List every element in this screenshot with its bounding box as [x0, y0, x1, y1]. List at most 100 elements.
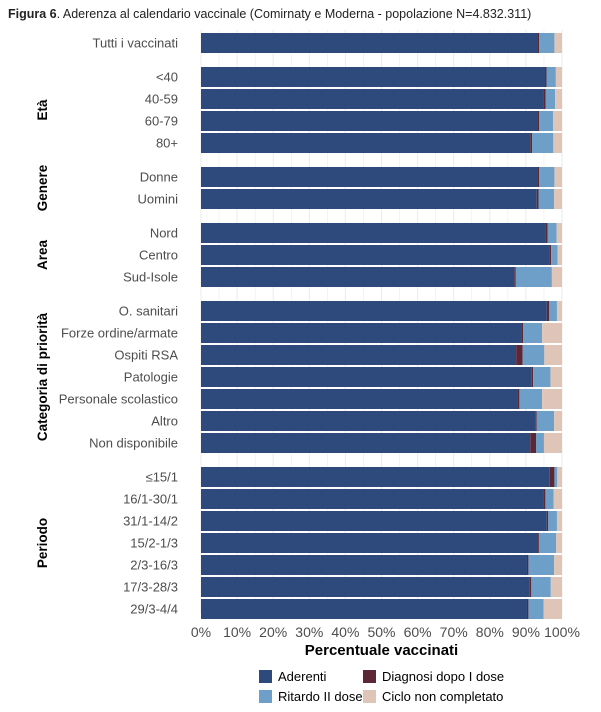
bar-o-sanitari-ciclo-non-completato — [556, 301, 562, 321]
row-label: 15/2-1/3 — [130, 536, 178, 551]
row-label: Forze ordine/armate — [61, 326, 178, 341]
bar-centro-diagnosi-dopo-i-dose — [549, 245, 552, 265]
row-label: Nord — [150, 226, 178, 241]
bar-15-2-1-3-diagnosi-dopo-i-dose — [537, 533, 539, 553]
bar-donne-ritardo-ii-dose — [539, 167, 555, 187]
x-tick-label: 90% — [512, 624, 540, 640]
bar-16-1-30-1-diagnosi-dopo-i-dose — [543, 489, 546, 509]
bar-personale-scolastico-diagnosi-dopo-i-dose — [517, 389, 520, 409]
figure-title: . Aderenza al calendario vaccinale (Comi… — [56, 7, 532, 21]
x-tick-label: 50% — [367, 624, 395, 640]
bar-29-3-4-4-diagnosi-dopo-i-dose — [526, 599, 529, 619]
row-label: 29/3-4/4 — [130, 602, 178, 617]
row-label: <40 — [156, 70, 178, 85]
row-label: Ospiti RSA — [114, 348, 178, 363]
legend: Aderenti Diagnosi dopo I dose Ritardo II d… — [259, 669, 504, 704]
bar-centro-aderenti — [201, 245, 550, 265]
row-label: ≤15/1 — [146, 470, 178, 485]
bar-29-3-4-4-ciclo-non-completato — [543, 599, 562, 619]
x-axis-label: Percentuale vaccinati — [305, 642, 458, 659]
row-label: 80+ — [156, 136, 178, 151]
bar-31-1-14-2-diagnosi-dopo-i-dose — [546, 511, 549, 531]
row-label: Tutti i vaccinati — [93, 36, 179, 51]
row-label: 16/1-30/1 — [123, 492, 178, 507]
bar-donne-aderenti — [201, 167, 538, 187]
bar-29-3-4-4-ritardo-ii-dose — [528, 599, 544, 619]
group-label-et: Età — [35, 99, 50, 121]
bar-16-1-30-1-ciclo-non-completato — [553, 489, 562, 509]
bar-16-1-30-1-aderenti — [201, 489, 544, 509]
bar-80-diagnosi-dopo-i-dose — [530, 133, 533, 153]
x-tick-label: 0% — [191, 624, 211, 640]
legend-swatch-diagnosi-dopo-i-dose — [363, 670, 376, 683]
bar-forze-ordine-armate-ciclo-non-completato — [542, 323, 562, 343]
bar-tutti-i-vaccinati-ciclo-non-completato — [554, 33, 562, 53]
bar-60-79-aderenti — [201, 111, 538, 131]
x-tick-label: 40% — [331, 624, 359, 640]
bar-uomini-aderenti — [201, 189, 537, 209]
bar-80-ciclo-non-completato — [553, 133, 562, 153]
legend-label-ciclo-non-completato: Ciclo non completato — [382, 689, 503, 704]
bar-o-sanitari-ritardo-ii-dose — [549, 301, 557, 321]
bar-nord-diagnosi-dopo-i-dose — [545, 223, 548, 243]
bar-17-3-28-3-ciclo-non-completato — [550, 577, 562, 597]
bar-centro-ciclo-non-completato — [557, 245, 562, 265]
bar-60-79-ritardo-ii-dose — [539, 111, 553, 131]
bar-40-59-diagnosi-dopo-i-dose — [543, 89, 546, 109]
bar-patologie-diagnosi-dopo-i-dose — [531, 367, 534, 387]
bar-15-2-1-3-aderenti — [201, 533, 538, 553]
bar-40-aderenti — [201, 67, 546, 87]
bar-ospiti-rsa-ritardo-ii-dose — [522, 345, 545, 365]
bar-sud-isole-ritardo-ii-dose — [515, 267, 552, 287]
bar-o-sanitari-diagnosi-dopo-i-dose — [546, 301, 550, 321]
bar-15-1-ciclo-non-completato — [557, 467, 562, 487]
figure-number: Figura 6 — [8, 7, 57, 21]
row-label: 17/3-28/3 — [123, 580, 178, 595]
bar-31-1-14-2-aderenti — [201, 511, 547, 531]
bar-sud-isole-ciclo-non-completato — [551, 267, 562, 287]
legend-swatch-ciclo-non-completato — [363, 690, 376, 703]
bar-40-59-ritardo-ii-dose — [545, 89, 556, 109]
row-label: Centro — [139, 248, 178, 263]
bar-40-59-aderenti — [201, 89, 544, 109]
bar-2-3-16-3-ritardo-ii-dose — [528, 555, 555, 575]
bar-80-ritardo-ii-dose — [532, 133, 554, 153]
bar-forze-ordine-armate-diagnosi-dopo-i-dose — [521, 323, 524, 343]
bar-patologie-ritardo-ii-dose — [533, 367, 551, 387]
bar-15-1-aderenti — [201, 467, 550, 487]
bar-40-59-ciclo-non-completato — [555, 89, 562, 109]
bar-donne-diagnosi-dopo-i-dose — [537, 167, 540, 187]
bar-15-2-1-3-ritardo-ii-dose — [538, 533, 557, 553]
bar-altro-aderenti — [201, 411, 536, 431]
group-label-categoria-di-priorit: Categoria di priorità — [35, 312, 50, 441]
x-tick-label: 30% — [295, 624, 323, 640]
row-label: 31/1-14/2 — [123, 514, 178, 529]
bar-29-3-4-4-aderenti — [201, 599, 527, 619]
bars — [201, 33, 562, 619]
bar-non-disponibile-ritardo-ii-dose — [536, 433, 544, 453]
x-tick-label: 10% — [223, 624, 251, 640]
bar-forze-ordine-armate-ritardo-ii-dose — [523, 323, 543, 343]
x-tick-label: 60% — [404, 624, 432, 640]
bar-60-79-diagnosi-dopo-i-dose — [537, 111, 540, 131]
row-label: 60-79 — [145, 114, 178, 129]
bar-non-disponibile-ciclo-non-completato — [543, 433, 562, 453]
bar-nord-aderenti — [201, 223, 546, 243]
bar-forze-ordine-armate-aderenti — [201, 323, 522, 343]
bar-donne-ciclo-non-completato — [554, 167, 562, 187]
group-label-area: Area — [35, 240, 50, 271]
bar-40-ritardo-ii-dose — [546, 67, 556, 87]
bar-altro-ritardo-ii-dose — [536, 411, 555, 431]
bar-2-3-16-3-diagnosi-dopo-i-dose — [526, 555, 529, 575]
bar-40-diagnosi-dopo-i-dose — [545, 67, 547, 87]
bar-60-79-ciclo-non-completato — [552, 111, 562, 131]
legend-label-aderenti: Aderenti — [278, 669, 327, 684]
row-label: Uomini — [138, 192, 179, 207]
bar-ospiti-rsa-diagnosi-dopo-i-dose — [516, 345, 523, 365]
x-tick-label: 100% — [544, 624, 580, 640]
bar-personale-scolastico-aderenti — [201, 389, 518, 409]
bar-2-3-16-3-ciclo-non-completato — [554, 555, 562, 575]
bar-o-sanitari-aderenti — [201, 301, 547, 321]
group-label-genere: Genere — [35, 164, 50, 211]
